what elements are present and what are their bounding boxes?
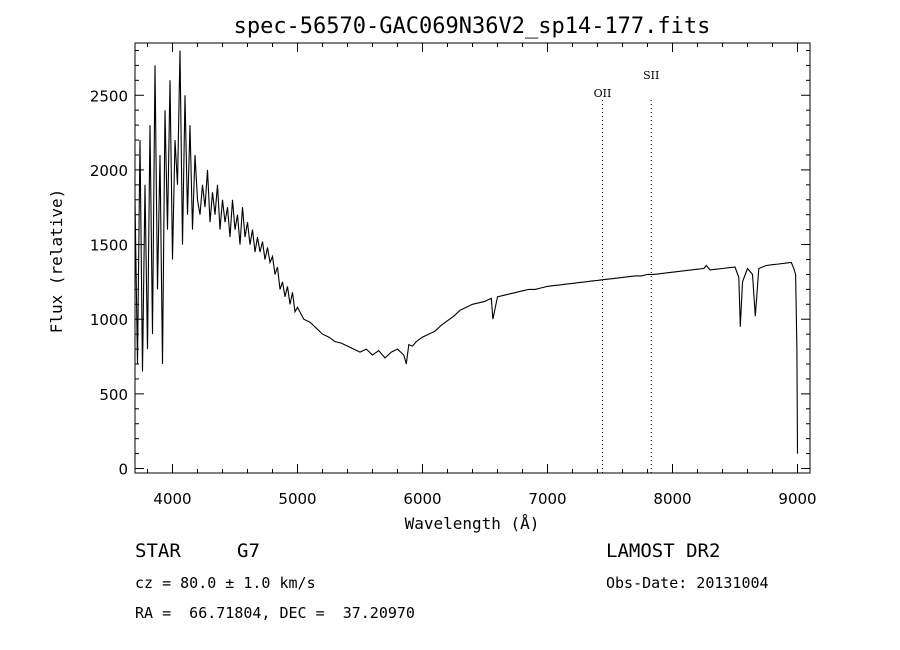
x-tick-label: 8000 <box>653 490 691 508</box>
y-tick-label: 1500 <box>90 237 128 255</box>
survey-name: LAMOST DR2 <box>606 540 721 562</box>
chart-title: spec-56570-GAC069N36V2_sp14-177.fits <box>234 14 711 39</box>
plot-frame <box>134 42 811 474</box>
y-tick-label: 1000 <box>90 311 128 329</box>
sky-coordinates: RA = 66.71804, DEC = 37.20970 <box>135 604 415 622</box>
y-tick-label: 500 <box>99 386 128 404</box>
spectrum-line <box>135 50 799 454</box>
x-tick-label: 7000 <box>528 490 566 508</box>
y-tick-label: 2500 <box>90 87 128 105</box>
x-tick-label: 9000 <box>778 490 816 508</box>
emission-label-sii: SII <box>643 69 659 82</box>
redshift-velocity: cz = 80.0 ± 1.0 km/s <box>135 574 316 592</box>
x-tick-label: 5000 <box>278 490 316 508</box>
x-tick-label: 6000 <box>403 490 441 508</box>
y-axis-label: Flux (relative) <box>47 189 66 334</box>
y-tick-label: 0 <box>118 461 128 479</box>
object-type: STAR <box>135 540 181 562</box>
plot-area: 4000 5000 6000 7000 8000 9000 0 500 1000 1500 2000… <box>90 42 817 508</box>
y-tick-label: 2000 <box>90 162 128 180</box>
x-axis-label: Wavelength (Å) <box>405 514 540 533</box>
observation-date: Obs-Date: 20131004 <box>606 574 769 592</box>
object-subclass: G7 <box>237 540 260 562</box>
x-tick-label: 4000 <box>153 490 191 508</box>
emission-label-oii: OII <box>594 87 612 100</box>
